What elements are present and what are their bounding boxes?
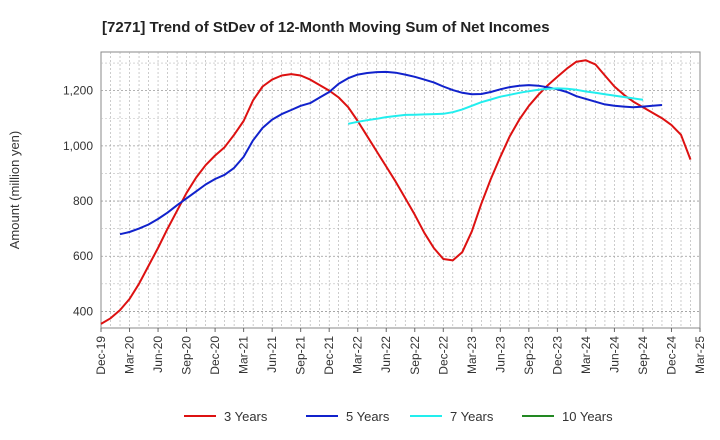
x-tick-label: Jun-23: [493, 336, 507, 373]
legend-label: 10 Years: [562, 409, 613, 424]
x-tick-label: Dec-21: [322, 336, 336, 375]
x-tick-label: Jun-21: [265, 336, 279, 373]
y-tick-label: 1,000: [63, 139, 93, 153]
legend-label: 3 Years: [224, 409, 268, 424]
y-axis: 400 600 800 1,000 1,200: [63, 84, 93, 319]
series-line-5-years: [119, 70, 663, 236]
x-tick-label: Jun-22: [379, 336, 393, 373]
x-tick-label: Mar-22: [351, 336, 365, 374]
y-tick-label: 800: [73, 194, 93, 208]
x-tick-label: Mar-24: [579, 336, 593, 374]
chart-title: [7271] Trend of StDev of 12-Month Moving…: [102, 19, 550, 36]
x-tick-label: Mar-20: [123, 336, 137, 374]
x-tick-label: Dec-19: [94, 336, 108, 375]
x-tick-label: Dec-20: [208, 336, 222, 375]
x-tick-label: Mar-25: [693, 336, 707, 374]
series-line-3-years: [100, 59, 692, 325]
x-tick-label: Sep-20: [180, 336, 194, 375]
x-tick-label: Jun-24: [607, 336, 621, 373]
x-gridlines: [110, 52, 691, 328]
y-axis-label: Amount (million yen): [7, 131, 22, 250]
y-tick-label: 600: [73, 249, 93, 263]
x-tick-label: Sep-21: [294, 336, 308, 375]
legend-label: 5 Years: [346, 409, 390, 424]
legend: 3 Years 5 Years 7 Years 10 Years: [184, 409, 613, 424]
x-tick-label: Sep-22: [408, 336, 422, 375]
x-tick-label: Dec-23: [550, 336, 564, 375]
x-tick-label: Sep-23: [522, 336, 536, 375]
y-tick-label: 400: [73, 304, 93, 318]
x-tick-label: Dec-22: [436, 336, 450, 375]
x-tick-label: Mar-23: [465, 336, 479, 374]
series-line-7-years: [347, 87, 644, 125]
x-tick-label: Dec-24: [664, 336, 678, 375]
x-axis: Dec-19 Mar-20 Jun-20 Sep-20 Dec-20 Mar-21 Jun-…: [94, 328, 707, 375]
series-layer: [100, 59, 692, 325]
x-tick-label: Mar-21: [237, 336, 251, 374]
y-tick-label: 1,200: [63, 84, 93, 98]
x-tick-label: Sep-24: [636, 336, 650, 375]
legend-label: 7 Years: [450, 409, 494, 424]
x-tick-label: Jun-20: [151, 336, 165, 373]
